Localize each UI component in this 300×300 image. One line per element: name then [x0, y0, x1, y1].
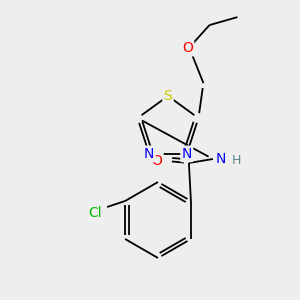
- Text: O: O: [182, 41, 193, 55]
- Text: N: N: [182, 147, 192, 161]
- Text: N: N: [216, 152, 226, 166]
- Text: N: N: [144, 147, 154, 161]
- Text: H: H: [232, 154, 242, 167]
- Text: S: S: [164, 89, 172, 103]
- Text: Cl: Cl: [88, 206, 102, 220]
- Text: O: O: [152, 154, 162, 168]
